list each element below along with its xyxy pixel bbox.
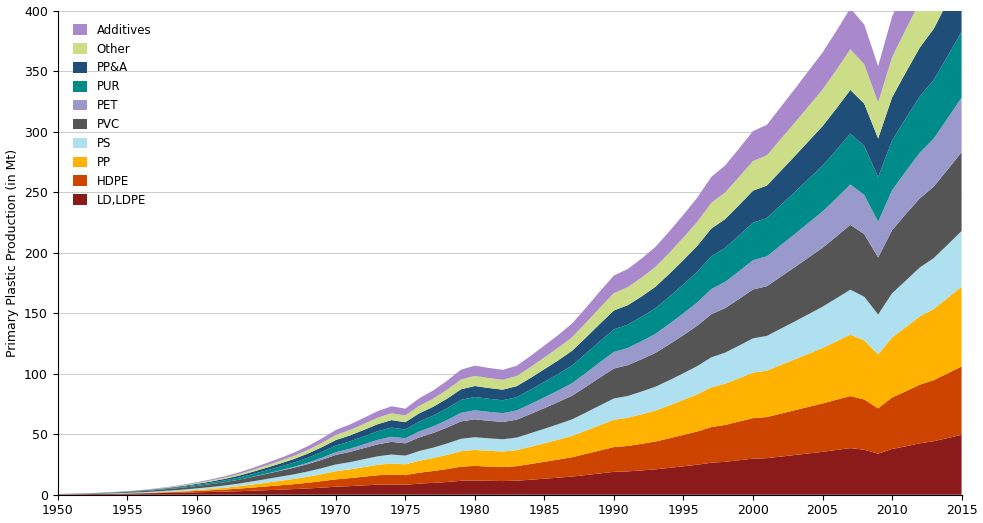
Legend: Additives, Other, PP&A, PUR, PET, PVC, PS, PP, HDPE, LD,LDPE: Additives, Other, PP&A, PUR, PET, PVC, P…	[68, 19, 156, 211]
Y-axis label: Primary Plastic Production (in Mt): Primary Plastic Production (in Mt)	[6, 149, 19, 357]
